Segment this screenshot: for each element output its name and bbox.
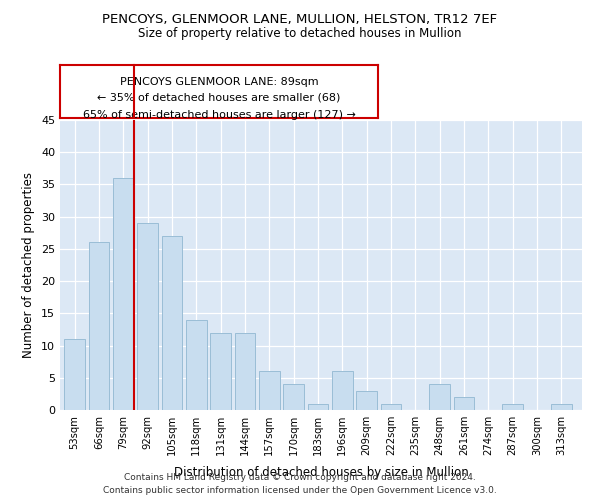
Bar bbox=[210, 332, 231, 410]
Bar bbox=[283, 384, 304, 410]
Y-axis label: Number of detached properties: Number of detached properties bbox=[22, 172, 35, 358]
Bar bbox=[235, 332, 255, 410]
Bar bbox=[113, 178, 134, 410]
Bar bbox=[137, 223, 158, 410]
Bar bbox=[551, 404, 572, 410]
Text: Contains HM Land Registry data © Crown copyright and database right 2024.: Contains HM Land Registry data © Crown c… bbox=[124, 474, 476, 482]
Bar bbox=[332, 372, 353, 410]
Text: 65% of semi-detached houses are larger (127) →: 65% of semi-detached houses are larger (… bbox=[83, 110, 355, 120]
Bar bbox=[259, 372, 280, 410]
Bar bbox=[64, 339, 85, 410]
Bar bbox=[186, 320, 206, 410]
Bar bbox=[429, 384, 450, 410]
X-axis label: Distribution of detached houses by size in Mullion: Distribution of detached houses by size … bbox=[173, 466, 469, 479]
Text: Contains public sector information licensed under the Open Government Licence v3: Contains public sector information licen… bbox=[103, 486, 497, 495]
Bar bbox=[502, 404, 523, 410]
Bar bbox=[380, 404, 401, 410]
Text: Size of property relative to detached houses in Mullion: Size of property relative to detached ho… bbox=[138, 28, 462, 40]
Text: PENCOYS GLENMOOR LANE: 89sqm: PENCOYS GLENMOOR LANE: 89sqm bbox=[119, 76, 319, 86]
Text: ← 35% of detached houses are smaller (68): ← 35% of detached houses are smaller (68… bbox=[97, 92, 341, 102]
Bar bbox=[308, 404, 328, 410]
Text: PENCOYS, GLENMOOR LANE, MULLION, HELSTON, TR12 7EF: PENCOYS, GLENMOOR LANE, MULLION, HELSTON… bbox=[103, 12, 497, 26]
Bar bbox=[356, 390, 377, 410]
Bar bbox=[454, 397, 475, 410]
Bar bbox=[161, 236, 182, 410]
Bar bbox=[89, 242, 109, 410]
